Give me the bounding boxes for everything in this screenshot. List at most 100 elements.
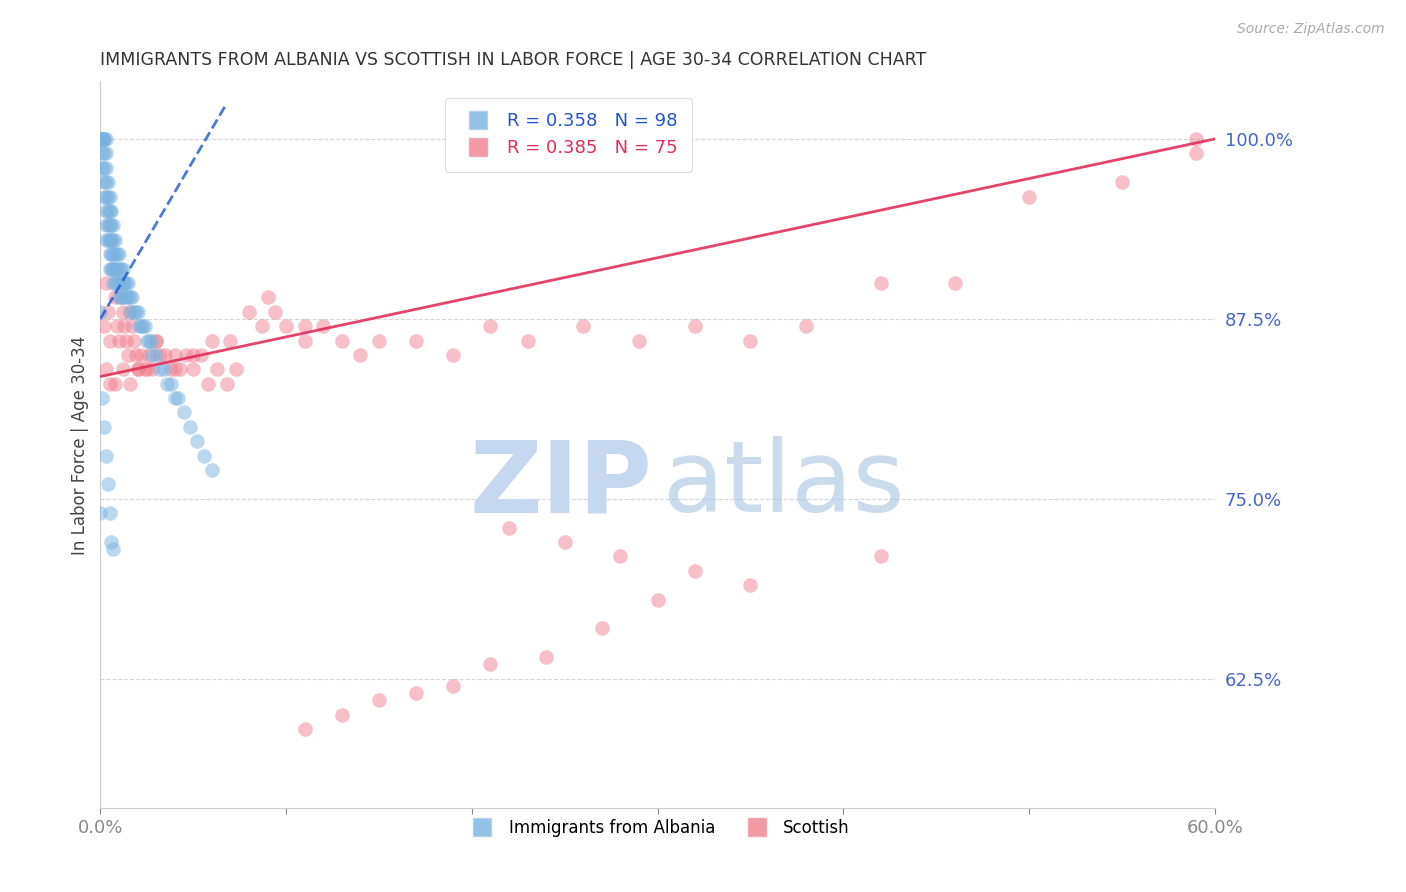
Point bbox=[104, 261, 127, 276]
Point bbox=[740, 578, 762, 592]
Point bbox=[554, 535, 576, 549]
Point bbox=[572, 319, 595, 334]
Point bbox=[91, 132, 114, 146]
Point bbox=[97, 477, 120, 491]
Point bbox=[120, 304, 142, 318]
Point bbox=[91, 132, 114, 146]
Point bbox=[145, 348, 167, 362]
Point bbox=[94, 203, 117, 218]
Point bbox=[368, 693, 391, 707]
Point bbox=[120, 304, 142, 318]
Point bbox=[591, 622, 613, 636]
Point bbox=[100, 233, 122, 247]
Point bbox=[124, 304, 146, 318]
Point bbox=[98, 506, 121, 520]
Text: atlas: atlas bbox=[664, 436, 905, 533]
Point bbox=[145, 334, 167, 348]
Point bbox=[149, 362, 172, 376]
Point bbox=[100, 261, 122, 276]
Point bbox=[108, 261, 131, 276]
Point bbox=[94, 146, 117, 161]
Point bbox=[181, 348, 204, 362]
Point bbox=[100, 219, 122, 233]
Point bbox=[94, 449, 117, 463]
Point bbox=[93, 420, 115, 434]
Point bbox=[94, 132, 117, 146]
Point bbox=[152, 362, 174, 376]
Point bbox=[103, 219, 125, 233]
Point bbox=[98, 189, 121, 203]
Point bbox=[250, 319, 273, 334]
Point bbox=[108, 276, 131, 290]
Point bbox=[115, 290, 138, 304]
Point bbox=[115, 276, 138, 290]
Point bbox=[1185, 146, 1208, 161]
Point bbox=[94, 276, 117, 290]
Point bbox=[91, 146, 114, 161]
Text: ZIP: ZIP bbox=[470, 436, 652, 533]
Point bbox=[141, 362, 163, 376]
Point bbox=[441, 348, 464, 362]
Point bbox=[89, 304, 111, 318]
Point bbox=[869, 276, 891, 290]
Point bbox=[264, 304, 287, 318]
Point bbox=[100, 233, 122, 247]
Point bbox=[122, 304, 145, 318]
Point bbox=[111, 304, 134, 318]
Point bbox=[108, 247, 131, 261]
Point bbox=[104, 276, 127, 290]
Point bbox=[441, 679, 464, 693]
Point bbox=[120, 376, 142, 391]
Point bbox=[179, 420, 201, 434]
Point bbox=[91, 161, 114, 175]
Point bbox=[114, 276, 136, 290]
Point bbox=[163, 362, 186, 376]
Text: IMMIGRANTS FROM ALBANIA VS SCOTTISH IN LABOR FORCE | AGE 30-34 CORRELATION CHART: IMMIGRANTS FROM ALBANIA VS SCOTTISH IN L… bbox=[100, 51, 927, 69]
Legend: Immigrants from Albania, Scottish: Immigrants from Albania, Scottish bbox=[458, 813, 856, 844]
Point bbox=[111, 362, 134, 376]
Point bbox=[163, 391, 186, 405]
Point bbox=[534, 650, 557, 665]
Point bbox=[97, 203, 120, 218]
Point bbox=[117, 290, 139, 304]
Point bbox=[405, 334, 427, 348]
Point bbox=[128, 319, 150, 334]
Point bbox=[94, 219, 117, 233]
Point bbox=[160, 376, 183, 391]
Point bbox=[274, 319, 297, 334]
Point bbox=[138, 334, 160, 348]
Point bbox=[94, 161, 117, 175]
Point bbox=[105, 247, 128, 261]
Point bbox=[201, 334, 224, 348]
Point bbox=[127, 362, 149, 376]
Point bbox=[98, 247, 121, 261]
Point bbox=[156, 376, 179, 391]
Point bbox=[124, 348, 146, 362]
Point bbox=[145, 334, 167, 348]
Point bbox=[238, 304, 260, 318]
Point bbox=[139, 334, 162, 348]
Point bbox=[100, 203, 122, 218]
Point bbox=[683, 564, 706, 578]
Point bbox=[294, 334, 316, 348]
Point bbox=[190, 348, 212, 362]
Point bbox=[215, 376, 238, 391]
Point bbox=[98, 334, 121, 348]
Point bbox=[181, 362, 204, 376]
Point bbox=[628, 334, 651, 348]
Point bbox=[197, 376, 219, 391]
Point bbox=[647, 592, 669, 607]
Point bbox=[132, 319, 155, 334]
Point bbox=[201, 463, 224, 477]
Point bbox=[104, 376, 127, 391]
Point bbox=[94, 189, 117, 203]
Point bbox=[103, 542, 125, 557]
Point bbox=[349, 348, 371, 362]
Point bbox=[98, 203, 121, 218]
Point bbox=[93, 132, 115, 146]
Point bbox=[108, 334, 131, 348]
Point bbox=[173, 405, 195, 419]
Point bbox=[115, 334, 138, 348]
Point bbox=[330, 707, 353, 722]
Point bbox=[100, 247, 122, 261]
